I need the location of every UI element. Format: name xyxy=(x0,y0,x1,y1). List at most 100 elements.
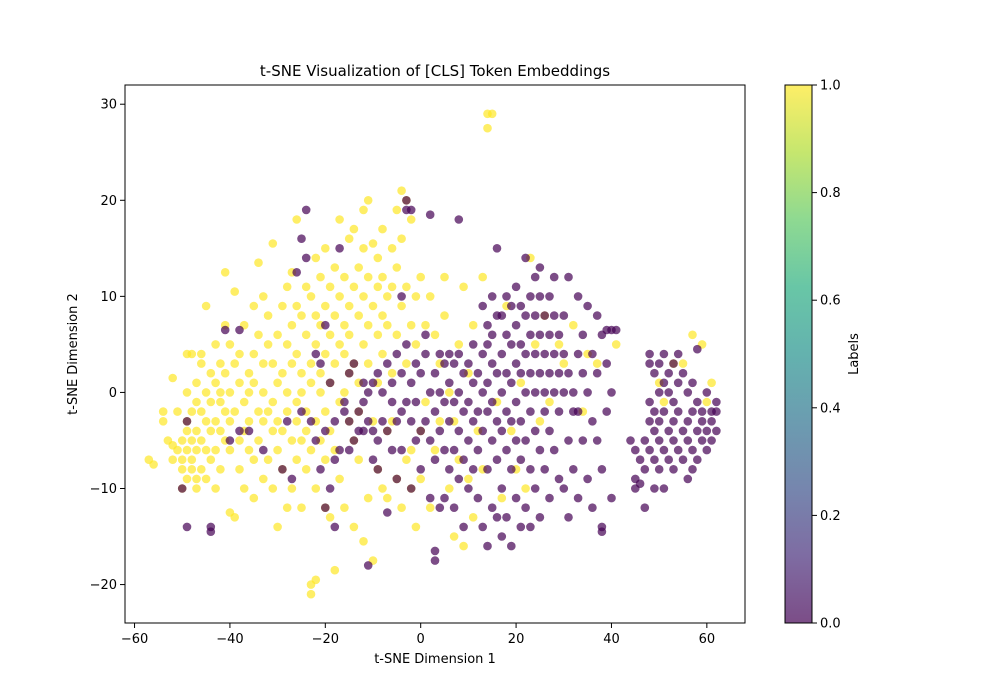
scatter-point xyxy=(678,359,688,368)
scatter-point xyxy=(387,282,397,292)
scatter-point xyxy=(249,455,259,465)
scatter-point xyxy=(430,407,440,416)
scatter-point xyxy=(220,268,230,277)
scatter-point xyxy=(530,349,540,359)
scatter-point xyxy=(507,541,516,551)
scatter-point xyxy=(292,268,302,277)
scatter-point xyxy=(602,407,611,416)
scatter-point xyxy=(430,455,440,465)
scatter-point xyxy=(530,426,540,436)
scatter-point xyxy=(588,417,597,426)
scatter-point xyxy=(263,407,273,416)
scatter-point xyxy=(440,272,449,282)
scatter-point xyxy=(363,320,373,330)
scatter-point xyxy=(301,205,311,215)
scatter-point xyxy=(359,426,368,436)
scatter-point xyxy=(669,436,678,445)
scatter-point xyxy=(650,407,659,416)
scatter-point xyxy=(340,320,349,330)
scatter-point xyxy=(521,388,530,397)
scatter-point xyxy=(378,349,387,359)
scatter-point xyxy=(397,292,406,301)
y-tick-label: 0 xyxy=(109,386,117,401)
scatter-point xyxy=(325,484,335,493)
scatter-point xyxy=(363,388,373,397)
scatter-point xyxy=(435,426,445,436)
scatter-point xyxy=(387,445,397,455)
scatter-point xyxy=(330,417,340,426)
scatter-point xyxy=(521,484,530,493)
scatter-point xyxy=(702,397,712,407)
scatter-point xyxy=(707,417,716,426)
scatter-point xyxy=(502,368,511,378)
scatter-point xyxy=(573,493,583,503)
scatter-point xyxy=(201,474,211,484)
scatter-point xyxy=(325,513,335,522)
scatter-point xyxy=(216,465,225,474)
scatter-point xyxy=(349,436,359,445)
scatter-point xyxy=(211,378,220,388)
scatter-point xyxy=(392,474,402,484)
scatter-point xyxy=(344,417,354,426)
scatter-point xyxy=(268,239,278,248)
scatter-point xyxy=(645,445,654,455)
scatter-point xyxy=(225,388,235,397)
scatter-point xyxy=(430,546,440,556)
scatter-point xyxy=(177,436,187,445)
scatter-point xyxy=(507,417,516,426)
scatter-point xyxy=(526,522,535,532)
scatter-point xyxy=(220,325,230,335)
x-tick-label: 0 xyxy=(417,632,425,647)
scatter-point xyxy=(454,349,464,359)
scatter-point xyxy=(688,330,697,340)
scatter-point xyxy=(521,436,530,445)
scatter-point xyxy=(292,417,302,426)
scatter-point xyxy=(287,359,297,368)
scatter-point xyxy=(712,397,721,407)
scatter-point xyxy=(187,349,197,359)
scatter-point xyxy=(201,445,211,455)
scatter-point xyxy=(239,484,249,493)
scatter-point xyxy=(425,210,435,219)
scatter-point xyxy=(392,263,402,272)
scatter-point xyxy=(559,359,569,368)
scatter-point xyxy=(664,388,673,397)
scatter-point xyxy=(225,445,235,455)
scatter-point xyxy=(530,484,540,493)
scatter-point xyxy=(311,253,321,263)
scatter-point xyxy=(306,359,316,368)
scatter-point xyxy=(201,417,211,426)
scatter-point xyxy=(478,522,488,532)
chart-title: t-SNE Visualization of [CLS] Token Embed… xyxy=(260,62,610,80)
scatter-point xyxy=(516,340,526,349)
scatter-point xyxy=(321,503,330,512)
scatter-point xyxy=(635,455,645,465)
scatter-point xyxy=(397,368,406,378)
scatter-point xyxy=(702,388,712,397)
scatter-point xyxy=(654,359,664,368)
scatter-point xyxy=(678,426,688,436)
scatter-point xyxy=(373,282,383,292)
scatter-point xyxy=(182,388,192,397)
scatter-point xyxy=(311,311,321,320)
scatter-point xyxy=(478,426,488,436)
scatter-point xyxy=(344,301,354,311)
scatter-point xyxy=(321,407,330,416)
scatter-point xyxy=(321,244,330,253)
scatter-point xyxy=(297,368,306,378)
scatter-point xyxy=(521,253,530,263)
scatter-point xyxy=(406,205,416,215)
scatter-point xyxy=(406,417,416,426)
scatter-point xyxy=(292,215,302,224)
scatter-point xyxy=(316,272,325,282)
scatter-point xyxy=(497,388,507,397)
scatter-point xyxy=(287,474,297,484)
scatter-point xyxy=(597,465,607,474)
scatter-point xyxy=(445,484,454,493)
scatter-point xyxy=(325,330,335,340)
scatter-point xyxy=(516,455,526,465)
scatter-point xyxy=(249,378,259,388)
scatter-point xyxy=(473,368,483,378)
scatter-point xyxy=(263,340,273,349)
scatter-point xyxy=(683,474,693,484)
